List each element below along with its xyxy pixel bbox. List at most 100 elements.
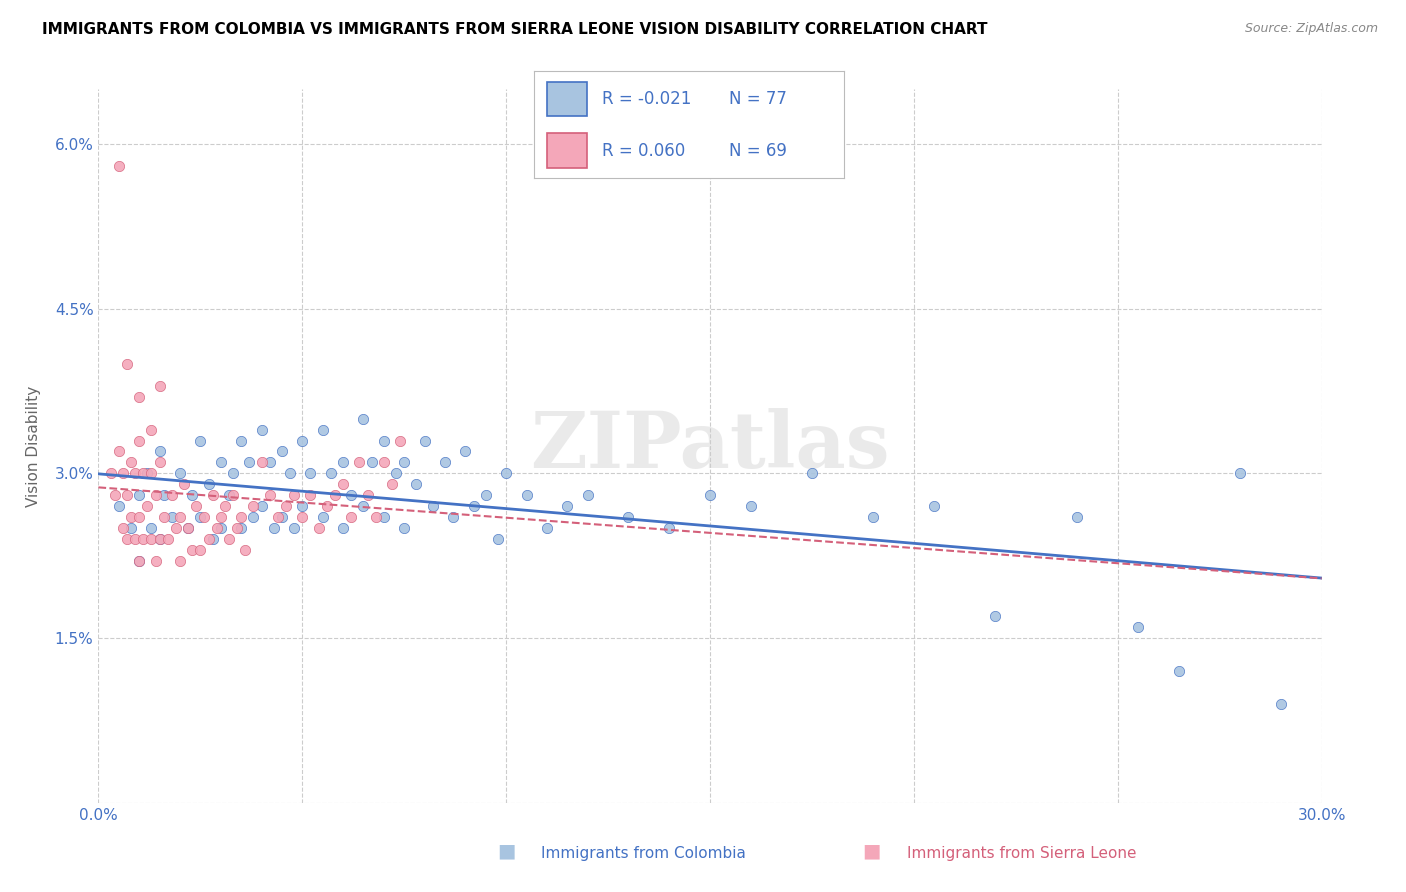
Point	[536, 521, 558, 535]
Point	[283, 488, 305, 502]
Point	[1167, 664, 1189, 678]
Point	[120, 510, 142, 524]
Point	[108, 500, 131, 514]
Point	[283, 521, 305, 535]
Point	[699, 488, 721, 502]
Text: R = 0.060: R = 0.060	[602, 142, 686, 160]
Point	[173, 477, 195, 491]
Point	[128, 554, 150, 568]
Point	[231, 510, 253, 524]
Point	[222, 467, 245, 481]
Point	[474, 488, 498, 502]
Point	[111, 467, 134, 481]
Point	[267, 510, 290, 524]
Point	[340, 510, 363, 524]
Point	[385, 467, 408, 481]
Point	[169, 554, 191, 568]
Point	[381, 477, 404, 491]
Point	[136, 467, 159, 481]
Point	[115, 533, 138, 547]
Point	[132, 533, 155, 547]
Text: Source: ZipAtlas.com: Source: ZipAtlas.com	[1244, 22, 1378, 36]
Point	[218, 488, 240, 502]
Point	[274, 500, 297, 514]
Point	[128, 488, 150, 502]
Point	[141, 521, 163, 535]
Point	[356, 488, 378, 502]
Point	[263, 521, 285, 535]
Y-axis label: Vision Disability: Vision Disability	[25, 385, 41, 507]
Point	[120, 521, 142, 535]
Point	[136, 500, 159, 514]
Point	[1229, 467, 1251, 481]
Point	[128, 390, 150, 404]
Point	[128, 510, 150, 524]
Point	[454, 444, 477, 458]
Point	[115, 357, 138, 371]
Point	[238, 455, 260, 469]
Point	[434, 455, 457, 469]
Point	[291, 510, 314, 524]
Point	[332, 455, 354, 469]
Point	[188, 543, 212, 558]
Point	[145, 488, 167, 502]
Point	[188, 510, 212, 524]
Point	[516, 488, 538, 502]
Point	[360, 455, 382, 469]
Point	[332, 477, 354, 491]
Point	[413, 434, 436, 448]
Point	[177, 521, 200, 535]
Text: ■: ■	[496, 842, 516, 861]
Point	[141, 423, 163, 437]
Point	[291, 500, 314, 514]
Point	[270, 444, 294, 458]
Point	[160, 488, 183, 502]
Point	[209, 521, 232, 535]
Point	[242, 500, 264, 514]
FancyBboxPatch shape	[547, 82, 586, 116]
Point	[389, 434, 412, 448]
Point	[862, 510, 884, 524]
Point	[250, 455, 273, 469]
Point	[332, 521, 354, 535]
Point	[226, 521, 249, 535]
Point	[299, 488, 322, 502]
Point	[922, 500, 945, 514]
Text: R = -0.021: R = -0.021	[602, 90, 692, 108]
Point	[193, 510, 215, 524]
Point	[209, 510, 232, 524]
Point	[160, 510, 183, 524]
Point	[205, 521, 228, 535]
Text: Immigrants from Sierra Leone: Immigrants from Sierra Leone	[907, 846, 1136, 861]
Point	[104, 488, 127, 502]
Text: N = 77: N = 77	[730, 90, 787, 108]
Point	[124, 467, 146, 481]
Point	[259, 455, 281, 469]
Point	[100, 467, 122, 481]
Point	[422, 500, 444, 514]
Point	[373, 434, 395, 448]
Point	[181, 543, 204, 558]
Point	[111, 521, 134, 535]
Point	[495, 467, 517, 481]
Point	[165, 521, 187, 535]
Point	[197, 533, 219, 547]
Point	[984, 609, 1007, 624]
Point	[364, 510, 387, 524]
Point	[312, 510, 335, 524]
Point	[209, 455, 232, 469]
Point	[120, 455, 142, 469]
Point	[149, 455, 172, 469]
Point	[201, 533, 224, 547]
Point	[181, 488, 204, 502]
Point	[1066, 510, 1088, 524]
Point	[214, 500, 236, 514]
Point	[250, 500, 273, 514]
Text: N = 69: N = 69	[730, 142, 787, 160]
Point	[128, 434, 150, 448]
Point	[152, 510, 174, 524]
Point	[186, 500, 208, 514]
Point	[132, 467, 155, 481]
Point	[312, 423, 335, 437]
Point	[141, 467, 163, 481]
